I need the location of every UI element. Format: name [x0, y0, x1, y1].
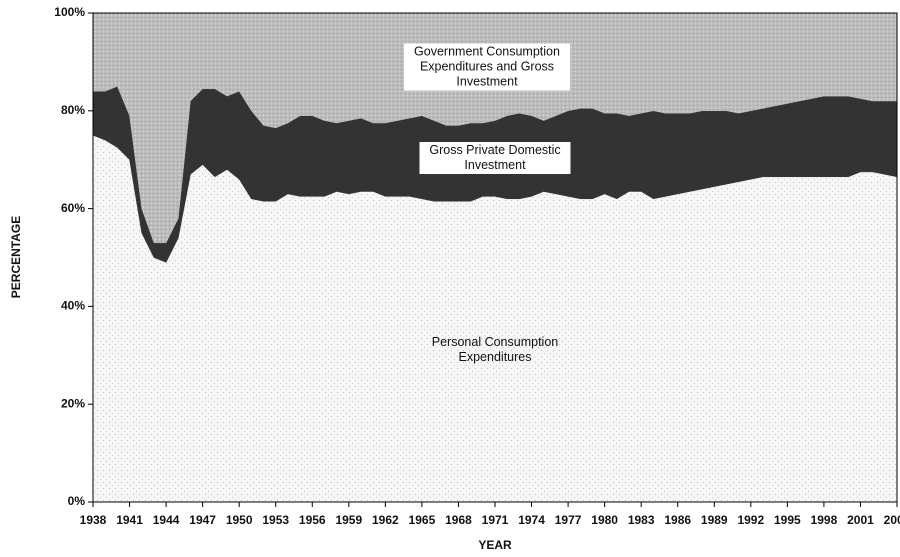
x-tick-label: 1986 [664, 513, 691, 527]
x-tick-label: 2001 [847, 513, 874, 527]
x-tick-label: 1995 [774, 513, 801, 527]
area-label: Government Consumption Expenditures and … [404, 43, 570, 91]
y-tick-label: 60% [61, 201, 85, 215]
x-tick-label: 1956 [299, 513, 326, 527]
y-tick-label: 100% [54, 5, 85, 19]
x-tick-label: 1974 [518, 513, 545, 527]
x-tick-label: 1998 [811, 513, 838, 527]
y-axis-label: PERCENTAGE [9, 216, 23, 298]
x-tick-label: 1947 [189, 513, 216, 527]
x-tick-label: 1953 [262, 513, 289, 527]
x-tick-label: 1989 [701, 513, 728, 527]
y-tick-label: 0% [68, 494, 86, 508]
x-tick-label: 1980 [591, 513, 618, 527]
x-tick-label: 1992 [737, 513, 764, 527]
x-tick-label: 1983 [628, 513, 655, 527]
y-tick-label: 20% [61, 396, 85, 410]
x-tick-label: 1965 [409, 513, 436, 527]
x-tick-label: 1941 [116, 513, 143, 527]
x-tick-label: 2004 [884, 513, 900, 527]
x-tick-label: 1938 [80, 513, 107, 527]
x-tick-label: 1971 [482, 513, 509, 527]
x-tick-label: 1962 [372, 513, 399, 527]
x-tick-label: 1944 [153, 513, 180, 527]
x-axis-label: YEAR [478, 538, 512, 552]
x-tick-label: 1977 [555, 513, 582, 527]
y-tick-label: 40% [61, 299, 85, 313]
area-label: Gross Private Domestic Investment [419, 142, 571, 174]
x-tick-label: 1959 [335, 513, 362, 527]
y-tick-label: 80% [61, 103, 85, 117]
area-label: Personal Consumption Expenditures [431, 335, 559, 364]
x-tick-label: 1950 [226, 513, 253, 527]
x-tick-label: 1968 [445, 513, 472, 527]
